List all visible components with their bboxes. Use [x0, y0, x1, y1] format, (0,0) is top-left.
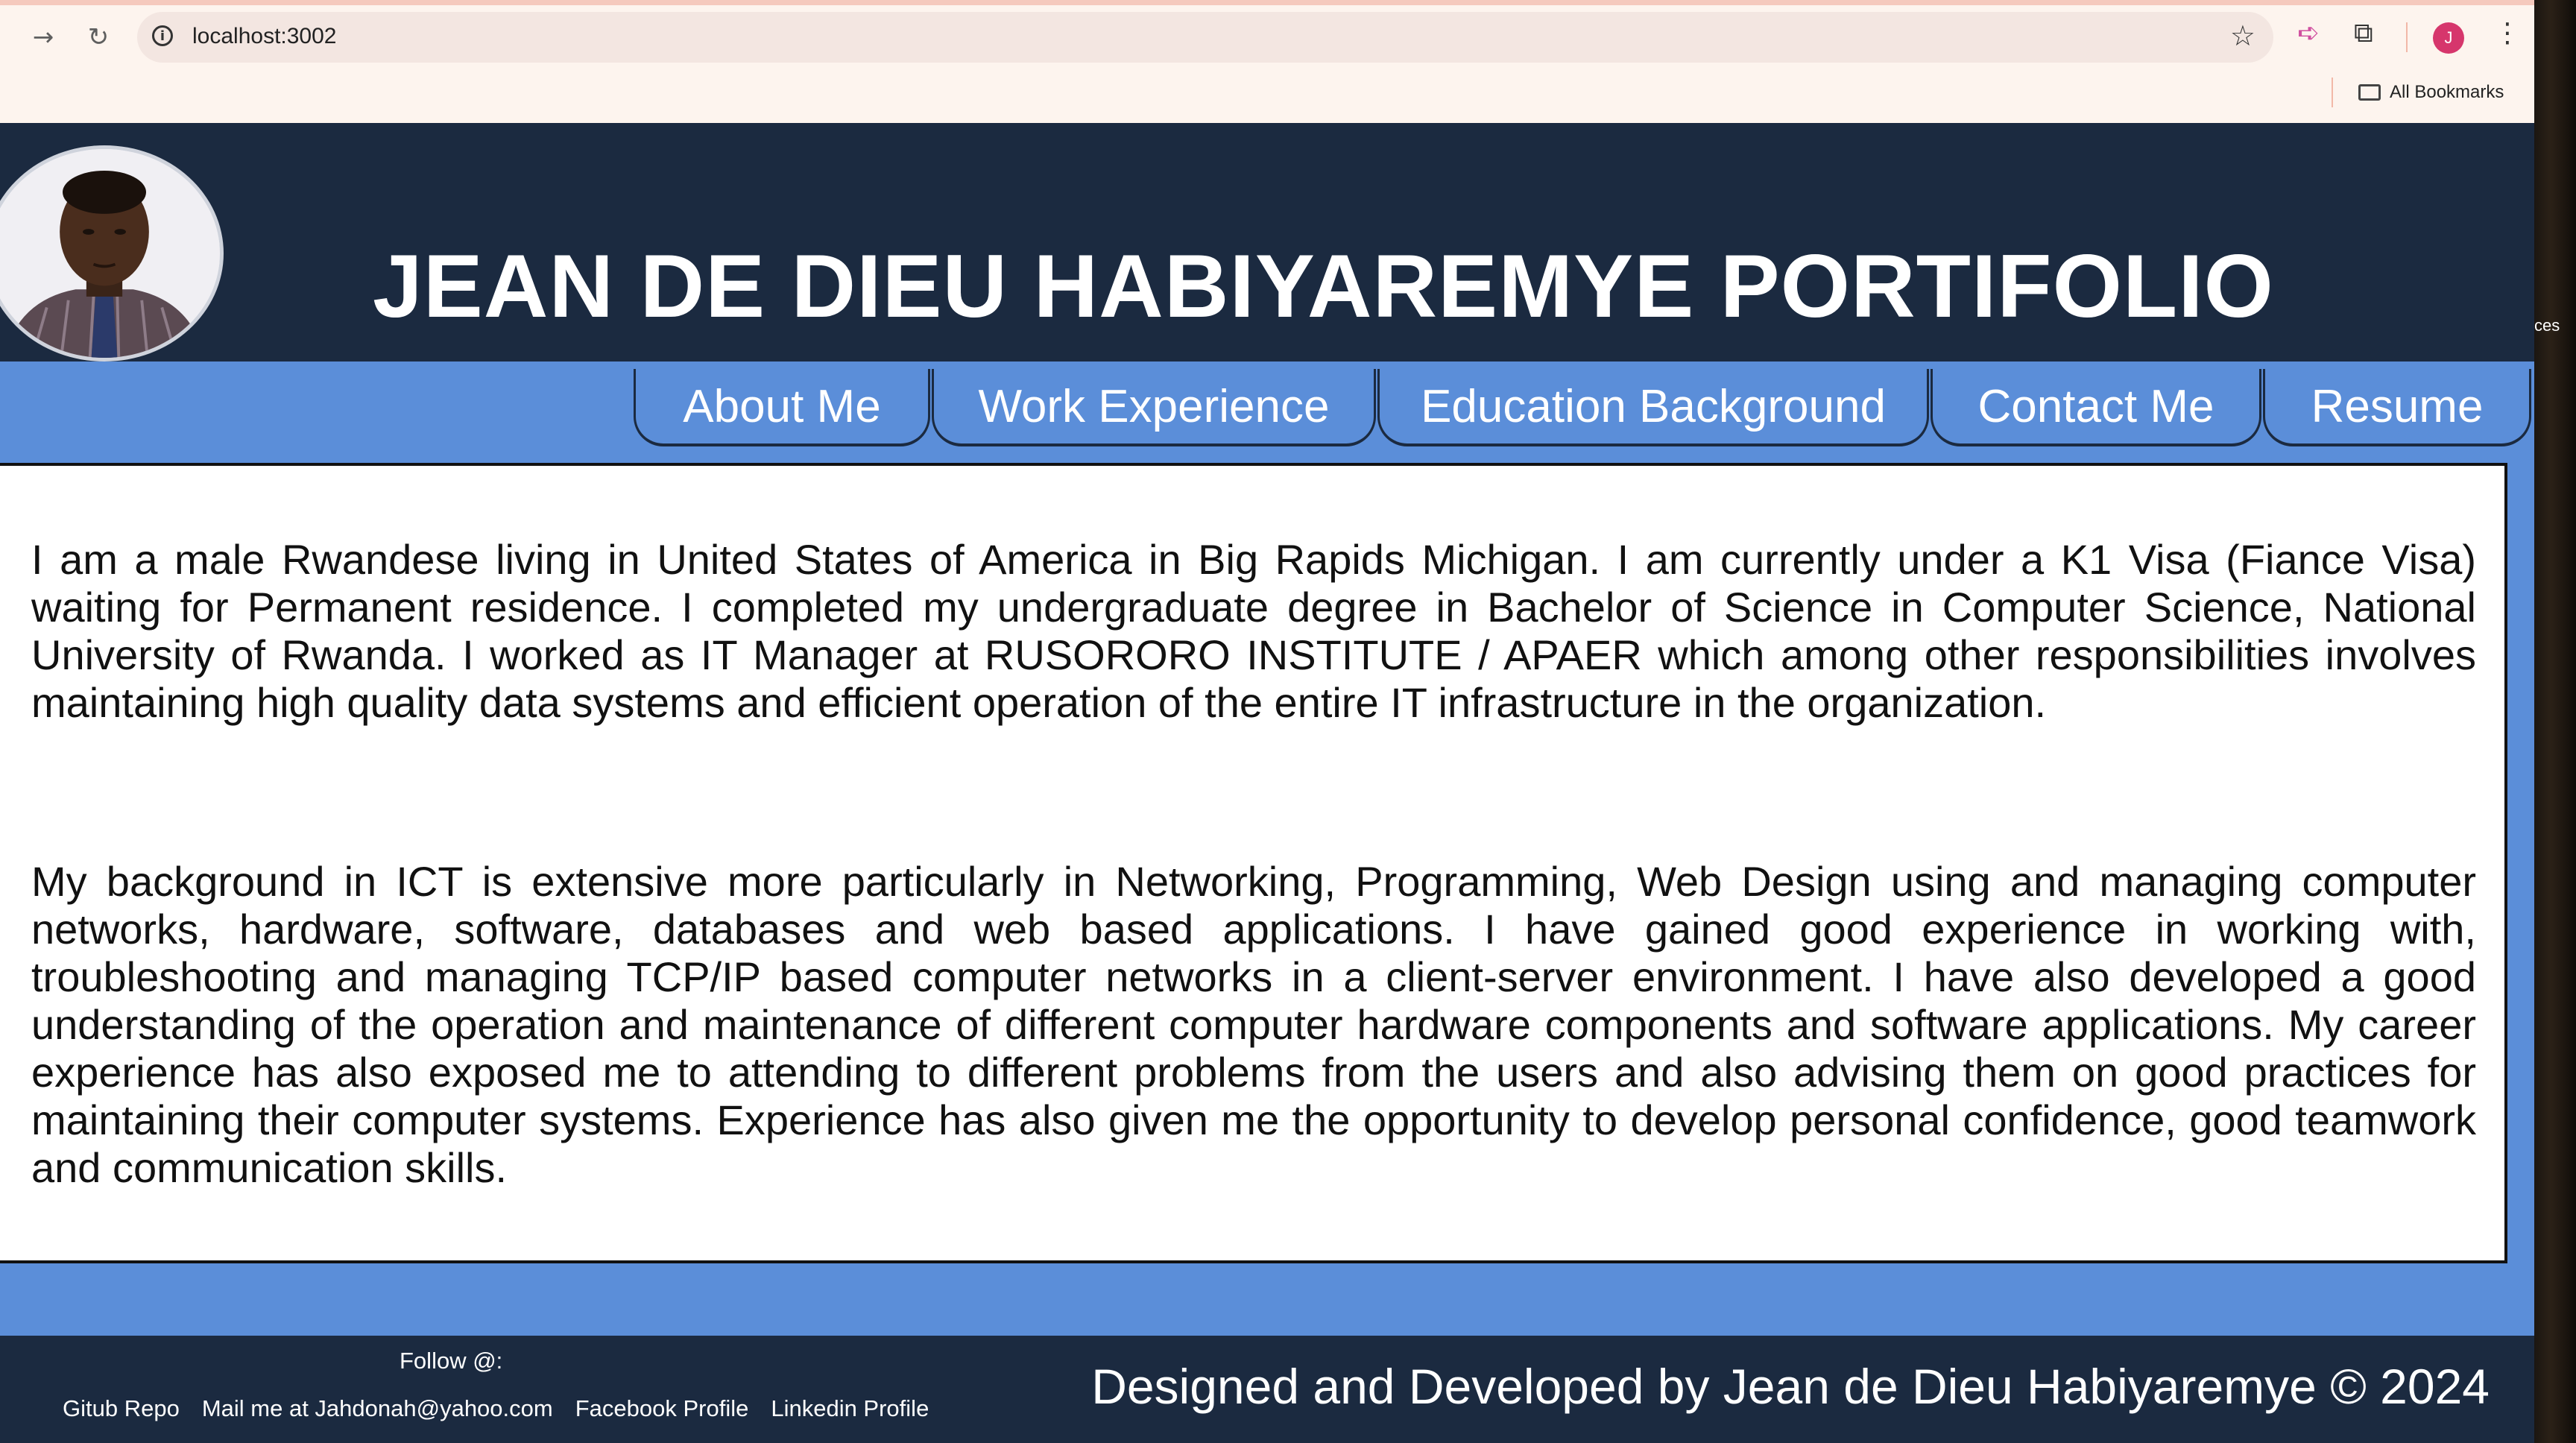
person-portrait-icon	[0, 149, 220, 358]
reload-icon[interactable]: ↻	[87, 22, 110, 52]
toolbar-divider	[2406, 22, 2408, 52]
all-bookmarks[interactable]: All Bookmarks	[2358, 79, 2504, 106]
social-links: Gitub Repo Mail me at Jahdonah@yahoo.com…	[63, 1395, 929, 1422]
tab-strip-edge	[0, 0, 2534, 5]
site-header: JEAN DE DIEU HABIYAREMYE PORTIFOLIO	[0, 123, 2534, 361]
footer-credit: Designed and Developed by Jean de Dieu H…	[1091, 1359, 2490, 1414]
github-link[interactable]: Gitub Repo	[63, 1395, 180, 1421]
profile-photo	[0, 145, 224, 361]
facebook-link[interactable]: Facebook Profile	[575, 1395, 749, 1421]
about-paragraph-1: I am a male Rwandese living in United St…	[31, 536, 2476, 726]
tab-contact-me[interactable]: Contact Me	[1931, 369, 2261, 446]
email-link[interactable]: Mail me at Jahdonah@yahoo.com	[201, 1395, 553, 1421]
portfolio-page: JEAN DE DIEU HABIYAREMYE PORTIFOLIO Abou…	[0, 123, 2534, 1443]
puzzle-icon[interactable]: ⧉	[2354, 18, 2373, 48]
tab-education-background[interactable]: Education Background	[1377, 369, 1929, 446]
page-title: JEAN DE DIEU HABIYAREMYE PORTIFOLIO	[373, 236, 2274, 337]
about-me-content: I am a male Rwandese living in United St…	[0, 463, 2507, 1263]
site-footer: Follow @: Gitub Repo Mail me at Jahdonah…	[0, 1336, 2534, 1443]
follow-label: Follow @:	[400, 1348, 503, 1374]
tab-resume[interactable]: Resume	[2263, 369, 2531, 446]
main-nav: About Me Work Experience Education Backg…	[634, 369, 2533, 451]
linkedin-link[interactable]: Linkedin Profile	[771, 1395, 929, 1421]
browser-chrome: → ↻ i localhost:3002 ☆ ➪ ⧉ J ⋮ All Bookm…	[0, 0, 2534, 123]
site-info-icon[interactable]: i	[152, 25, 173, 46]
profile-avatar[interactable]: J	[2433, 22, 2464, 54]
tab-about-me[interactable]: About Me	[634, 369, 930, 446]
forward-arrow-icon[interactable]: →	[32, 22, 54, 52]
tab-work-experience[interactable]: Work Experience	[932, 369, 1376, 446]
desktop-wallpaper-strip: ces	[2534, 0, 2576, 1443]
url-text[interactable]: localhost:3002	[192, 24, 337, 48]
all-bookmarks-label: All Bookmarks	[2390, 82, 2504, 102]
menu-dots-icon[interactable]: ⋮	[2494, 18, 2521, 48]
bookmarks-divider	[2332, 78, 2333, 107]
about-paragraph-2: My background in ICT is extensive more p…	[31, 858, 2476, 1191]
background-window-text: ces	[2534, 316, 2560, 335]
extension-icon[interactable]: ➪	[2297, 18, 2320, 48]
address-bar[interactable]: i localhost:3002 ☆	[137, 12, 2273, 63]
bookmark-star-icon[interactable]: ☆	[2229, 19, 2255, 52]
folder-icon	[2358, 84, 2381, 101]
